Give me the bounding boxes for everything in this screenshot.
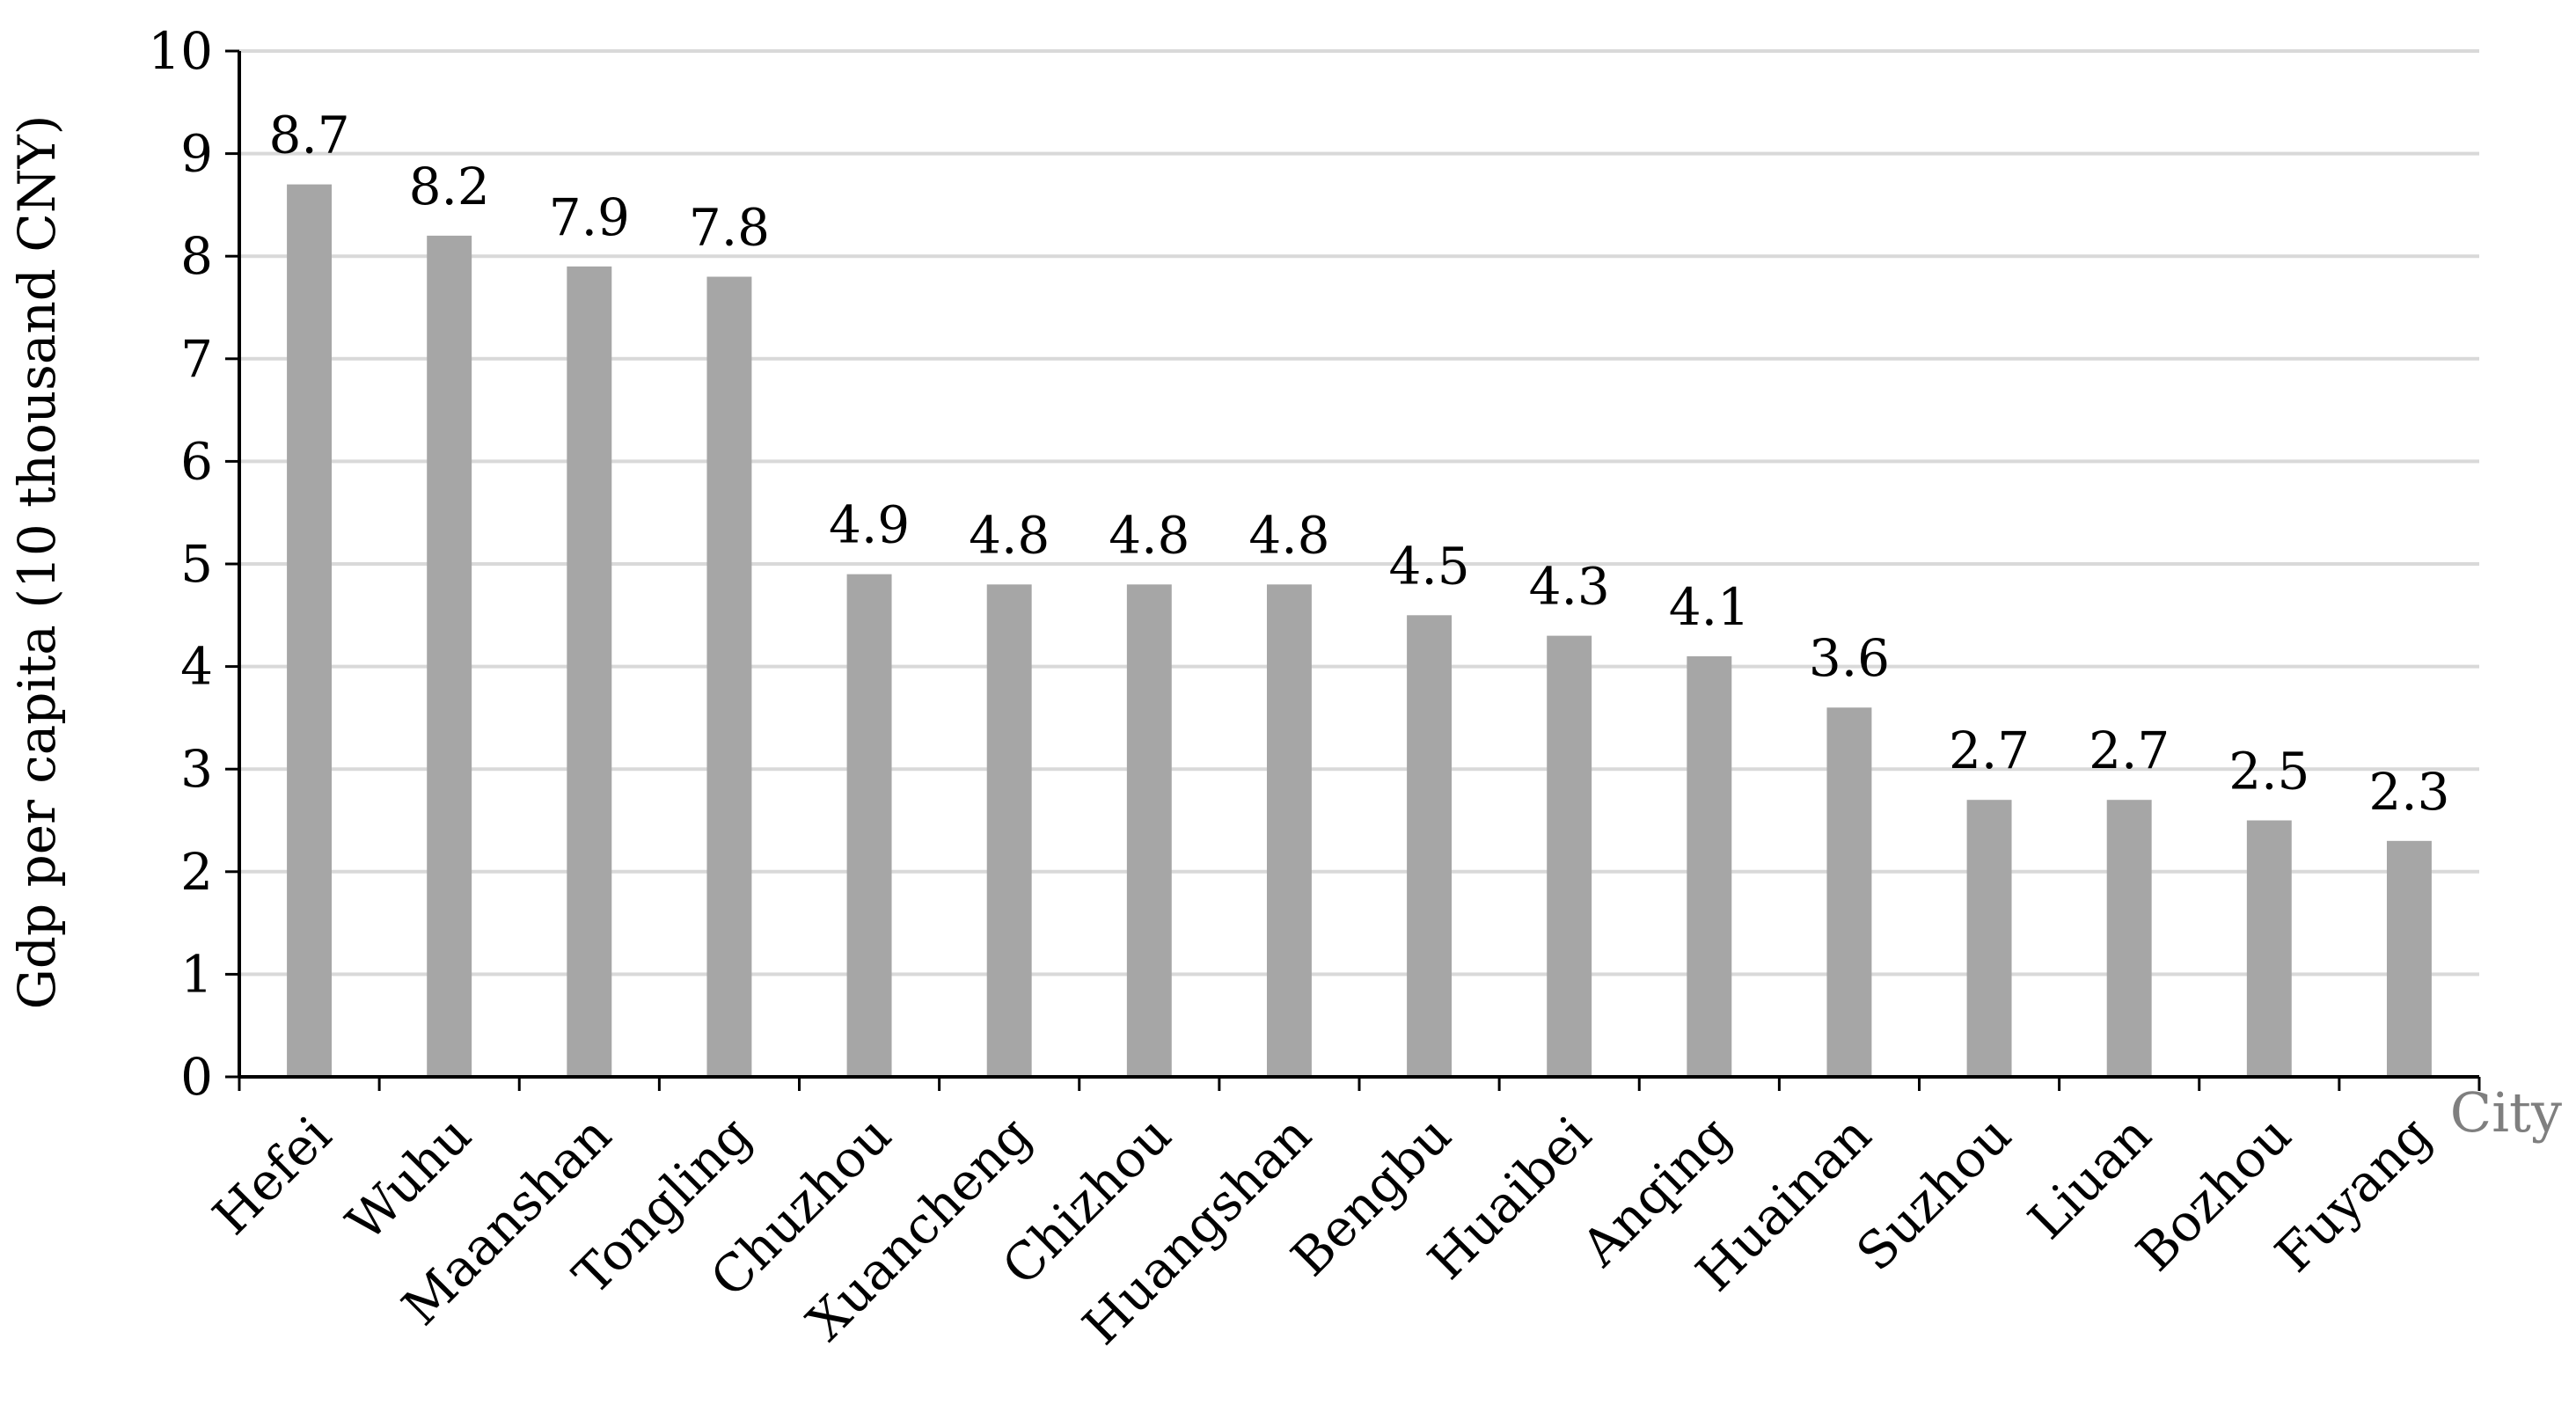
bar	[567, 266, 612, 1077]
x-axis-label: City	[2450, 1080, 2562, 1145]
axes	[225, 49, 2481, 1091]
data-label: 7.9	[549, 187, 630, 247]
bar	[846, 574, 892, 1077]
category-labels: HefeiWuhuMaanshanTonglingChuzhouXuanchen…	[201, 1105, 2443, 1357]
bar	[1126, 584, 1172, 1077]
data-label: 4.9	[829, 495, 910, 555]
bar	[427, 235, 472, 1077]
data-label: 2.7	[1949, 721, 2030, 780]
data-label: 4.8	[1109, 505, 1189, 565]
data-label: 8.7	[268, 106, 349, 165]
data-label: 2.7	[2089, 721, 2170, 780]
bar	[1547, 635, 1592, 1077]
category-label: Suzhou	[1845, 1105, 2023, 1283]
category-label: Bozhou	[2125, 1105, 2302, 1283]
data-label: 4.8	[969, 505, 1050, 565]
y-tick-label: 2	[180, 842, 213, 902]
y-tick-label: 6	[180, 431, 213, 491]
y-tick-label: 4	[180, 637, 213, 697]
data-label: 4.1	[1669, 577, 1750, 637]
y-axis-label: Gdp per capita (10 thousand CNY)	[7, 115, 67, 1010]
data-label: 7.8	[689, 198, 770, 258]
y-tick-label: 5	[180, 534, 213, 594]
y-tick-labels: 0 1 2 3 4 5 6 7 8 9 10	[148, 21, 213, 1107]
bar	[2386, 840, 2432, 1077]
y-tick-label: 8	[180, 226, 213, 286]
data-label: 8.2	[409, 157, 490, 216]
bar	[1407, 615, 1453, 1077]
bar	[1687, 655, 1732, 1077]
data-label: 2.3	[2368, 762, 2449, 822]
data-label: 2.5	[2228, 742, 2309, 801]
y-tick-label: 7	[180, 329, 213, 389]
gridlines	[239, 49, 2479, 977]
bar	[2106, 800, 2152, 1077]
bar	[287, 184, 333, 1077]
category-label: Hefei	[201, 1105, 343, 1247]
data-label: 4.5	[1388, 536, 1469, 596]
category-label: Fuyang	[2264, 1105, 2442, 1284]
bars	[287, 184, 2432, 1077]
y-tick-label: 3	[180, 739, 213, 799]
bar	[1966, 800, 2012, 1077]
data-label: 3.6	[1809, 628, 1890, 688]
y-tick-label: 1	[180, 944, 213, 1004]
bar	[1266, 584, 1312, 1077]
data-label: 4.3	[1529, 557, 1610, 617]
y-tick-label: 0	[180, 1047, 213, 1107]
bar	[706, 276, 752, 1077]
y-tick-label: 10	[148, 21, 213, 81]
y-tick-label: 9	[180, 124, 213, 184]
bar	[2246, 820, 2292, 1077]
data-label: 4.8	[1248, 505, 1329, 565]
data-labels: 8.7 8.2 7.9 7.8 4.9 4.8 4.8 4.8 4.5 4.3 4.1 3.6 2.7 2…	[268, 106, 2449, 822]
bar	[1826, 707, 1872, 1077]
bar	[986, 584, 1032, 1077]
